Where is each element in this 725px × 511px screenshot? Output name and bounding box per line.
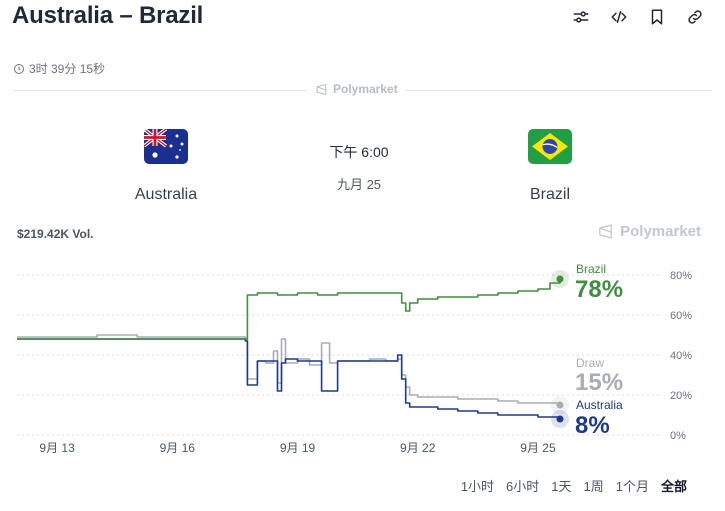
y-tick-label: 40%: [670, 350, 692, 362]
series-name-brazil: Brazil: [576, 262, 606, 276]
polymarket-logo-icon: [599, 224, 612, 239]
x-tick-label: 9月 25: [520, 441, 556, 455]
series-value-brazil: 78%: [575, 276, 623, 303]
team-away-name: Brazil: [529, 186, 570, 203]
team-home[interactable]: Australia: [106, 129, 226, 204]
range-1m[interactable]: 1个月: [615, 479, 649, 494]
polymarket-badge: Polymarket: [307, 82, 406, 96]
chart-grid: [17, 274, 660, 436]
x-axis: 9月 13 9月 16 9月 19 9月 22 9月 25: [39, 441, 556, 455]
range-1w[interactable]: 1周: [583, 479, 604, 494]
link-icon[interactable]: [683, 6, 707, 28]
series-line-australia: [17, 338, 561, 419]
y-tick-label: 20%: [670, 390, 692, 402]
page-title: Australia – Brazil: [12, 2, 204, 29]
match-date: 九月 25: [336, 177, 382, 192]
x-tick-label: 9月 19: [280, 441, 316, 455]
series-end-point-brazil: [556, 275, 564, 283]
bookmark-icon[interactable]: [645, 6, 669, 28]
team-home-name: Australia: [134, 186, 198, 203]
x-tick-label: 9月 16: [160, 441, 196, 455]
clock-icon: [14, 63, 24, 74]
sliders-icon[interactable]: [569, 6, 593, 28]
range-all[interactable]: 全部: [660, 479, 687, 494]
team-away[interactable]: Brazil: [490, 129, 610, 204]
y-tick-label: 80%: [670, 270, 692, 282]
y-tick-label: 60%: [670, 310, 692, 322]
range-1h[interactable]: 1小时: [460, 479, 495, 494]
y-tick-label: 0%: [670, 430, 686, 442]
series-line-brazil: [17, 279, 561, 340]
x-tick-label: 9月 13: [39, 441, 75, 455]
volume: $219.42K Vol.: [17, 227, 94, 241]
series-name-draw: Draw: [576, 356, 604, 370]
series-end-point-australia: [556, 415, 564, 423]
series-value-draw: 15%: [575, 369, 623, 396]
polymarket-badge-label: Polymarket: [333, 82, 398, 96]
code-icon[interactable]: [607, 6, 631, 28]
australia-flag: [144, 129, 188, 164]
series-end-point-draw: [556, 401, 564, 409]
x-tick-label: 9月 22: [400, 441, 436, 455]
range-6h[interactable]: 6小时: [506, 479, 540, 494]
y-axis: 80% 60% 40% 20% 0%: [670, 270, 692, 442]
match-time: 下午 6:00: [329, 144, 389, 160]
countdown: 3时 39分 15秒: [13, 60, 105, 77]
polymarket-watermark: Polymarket: [597, 223, 701, 240]
series-value-australia: 8%: [575, 412, 610, 439]
brazil-flag: [528, 129, 572, 164]
chart-series: [17, 270, 569, 428]
time-range-selector: 1小时 6小时 1天 1周 1个月 全部: [461, 476, 687, 495]
countdown-text: 3时 39分 15秒: [29, 62, 106, 76]
polymarket-logo-icon: [316, 83, 327, 95]
range-1d[interactable]: 1天: [551, 479, 572, 494]
toolbar: [569, 6, 707, 28]
series-name-australia: Australia: [576, 398, 623, 412]
polymarket-watermark-label: Polymarket: [620, 223, 701, 240]
